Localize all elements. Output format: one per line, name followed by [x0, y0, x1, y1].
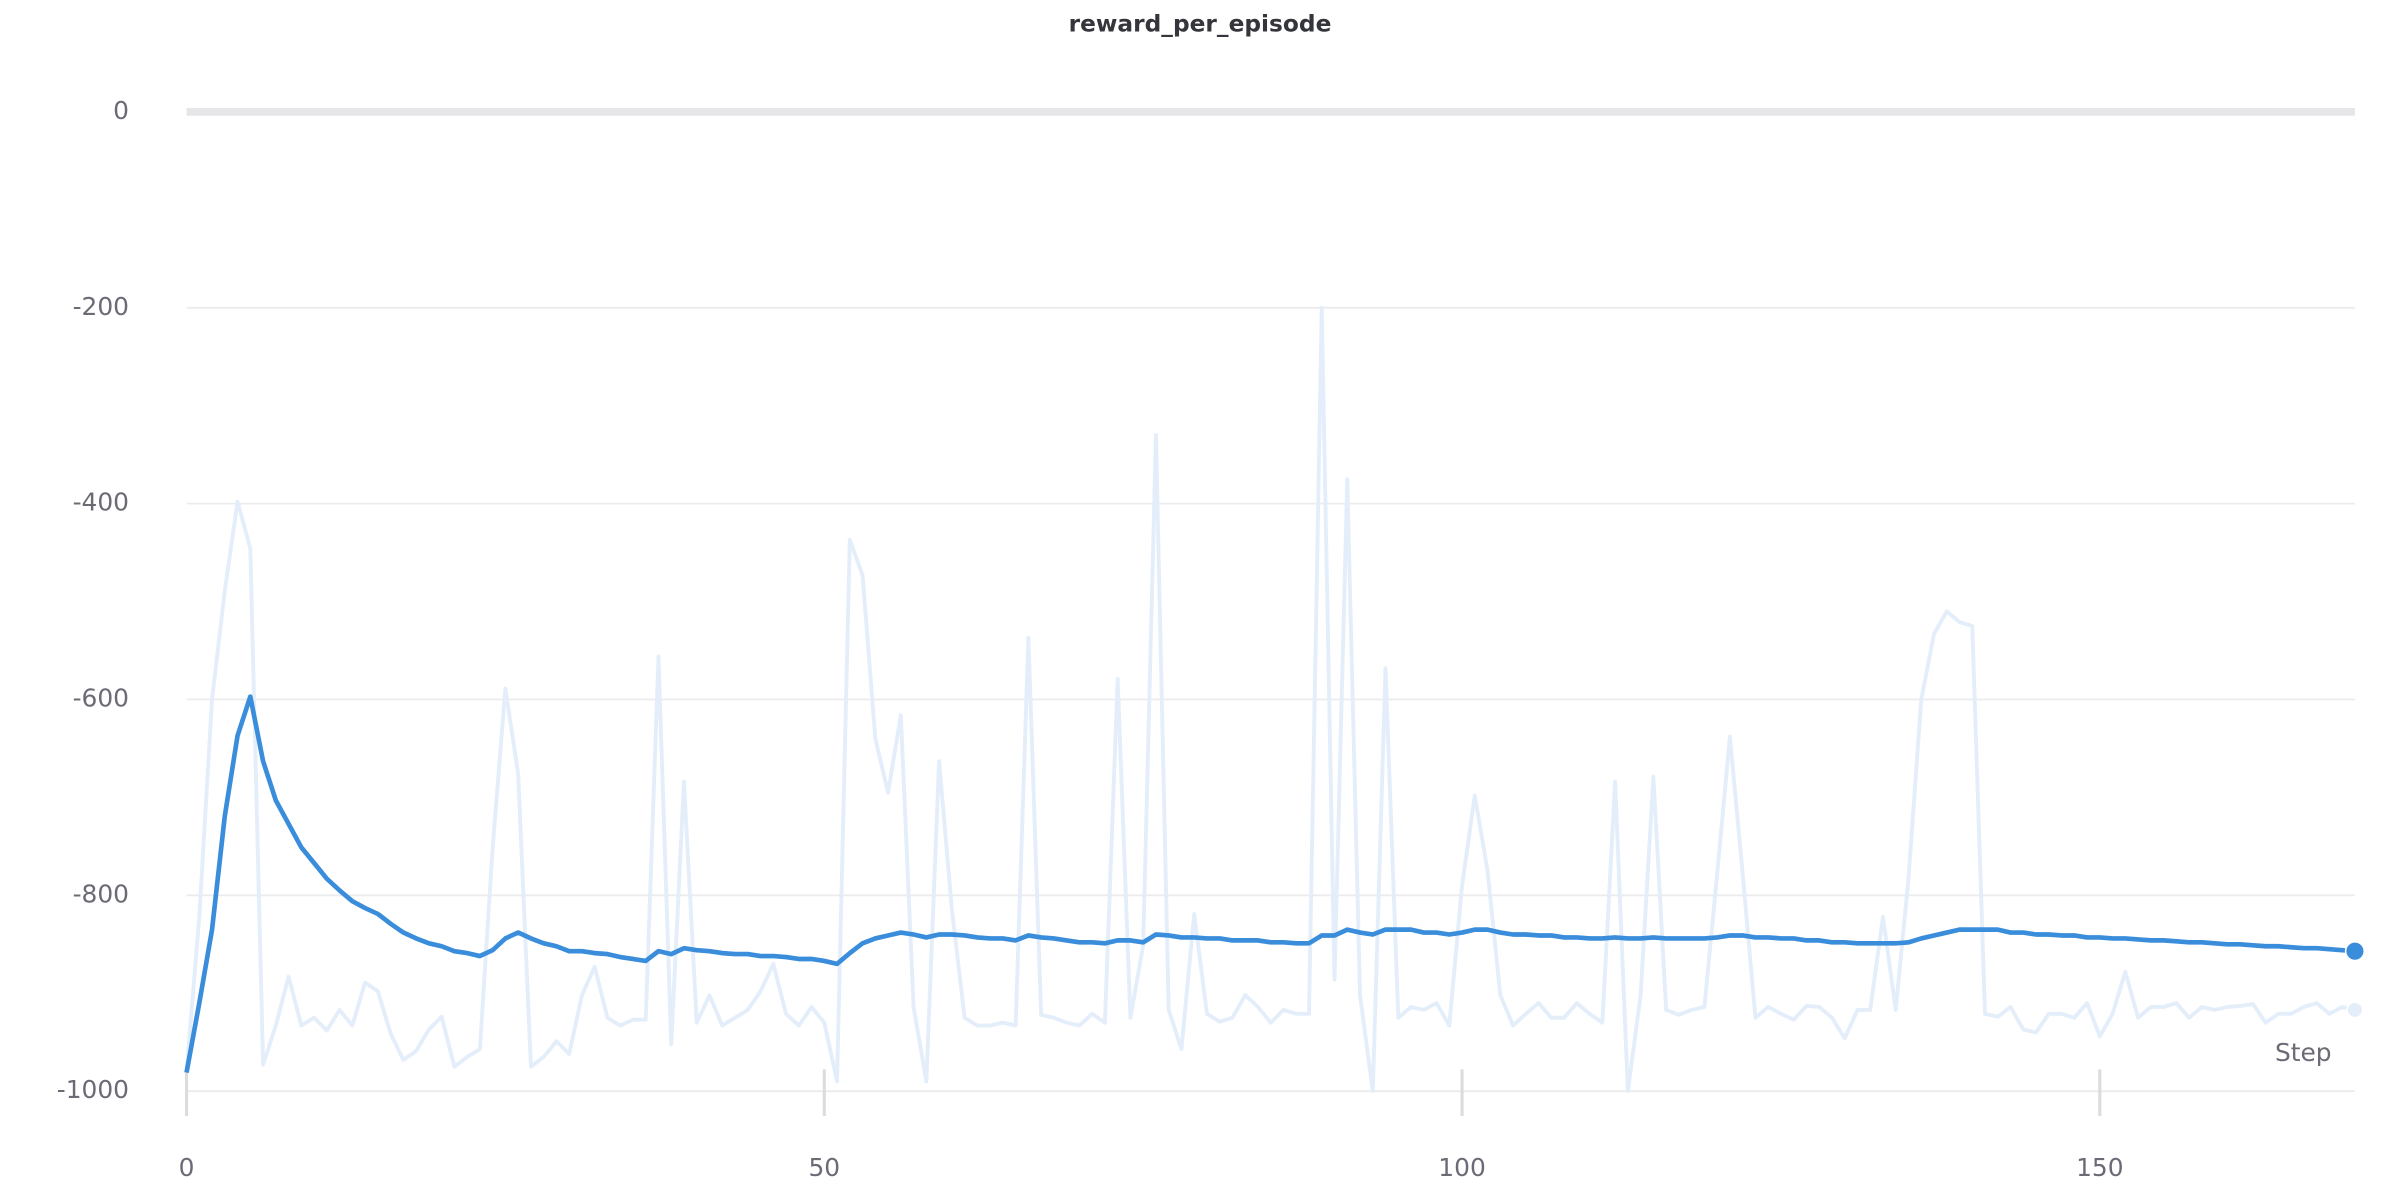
y-tick-label: -200 — [73, 292, 129, 321]
y-tick-label: -600 — [73, 683, 129, 712]
y-tick-label: 0 — [113, 96, 129, 125]
series-line — [184, 305, 2356, 1094]
end-point — [2344, 941, 2366, 962]
x-tick-label: 100 — [1438, 1153, 1485, 1182]
y-tick-label: -400 — [73, 488, 129, 517]
x-axis-label: Step — [2275, 1038, 2332, 1067]
x-tick-label: 50 — [808, 1153, 840, 1182]
end-point — [2346, 1001, 2364, 1019]
x-tick-label: 150 — [2076, 1153, 2123, 1182]
series-line — [184, 694, 2356, 1074]
chart-title: reward_per_episode — [1069, 10, 1332, 37]
x-tick-label: 0 — [179, 1153, 195, 1182]
y-tick-label: -1000 — [57, 1075, 129, 1104]
y-tick-label: -800 — [73, 879, 129, 908]
